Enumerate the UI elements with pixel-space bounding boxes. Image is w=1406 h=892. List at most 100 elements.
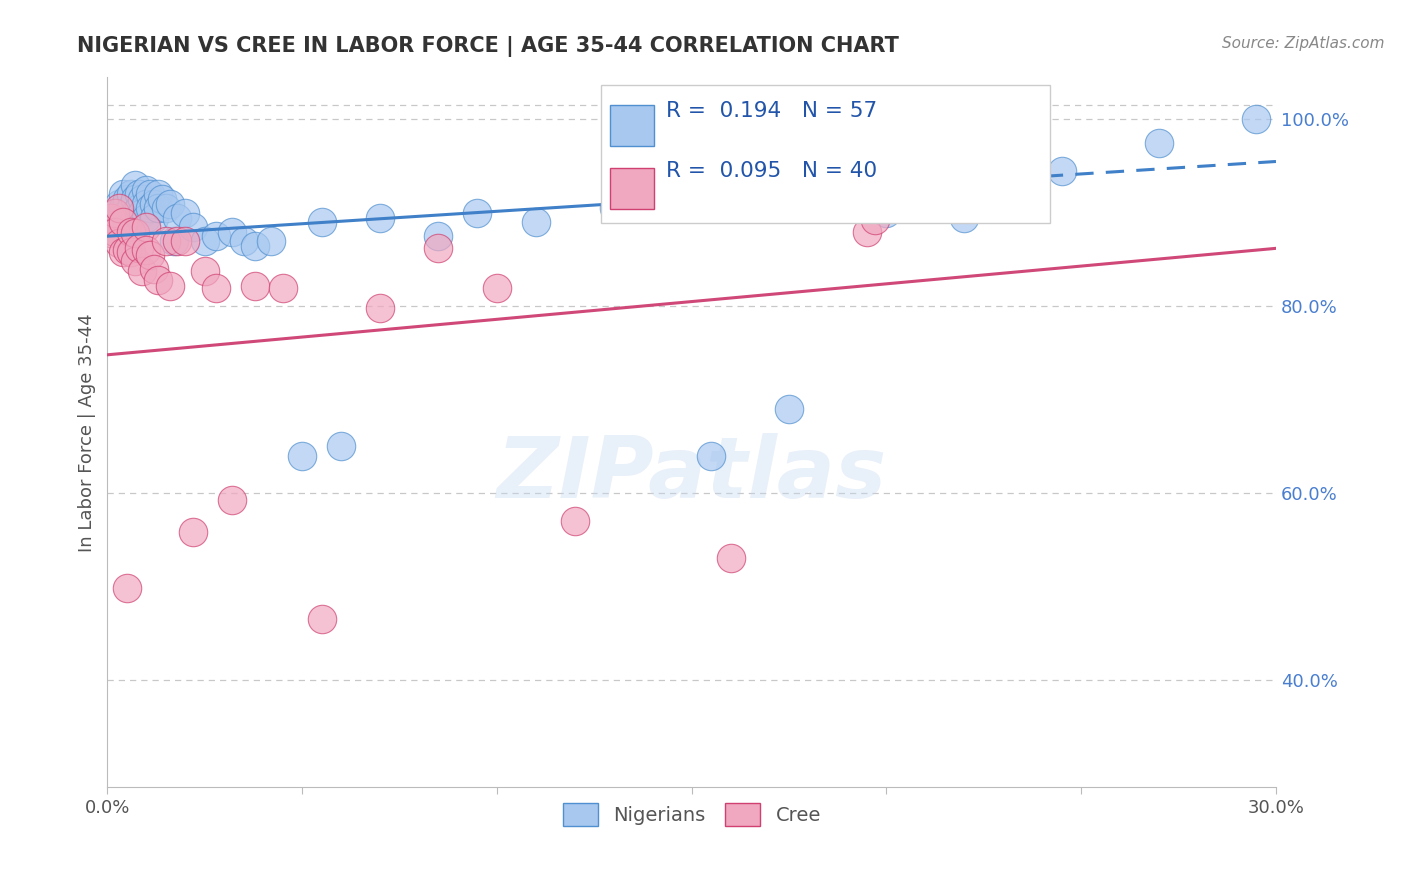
Point — [124, 206, 146, 220]
Point — [115, 206, 138, 220]
Point — [143, 211, 166, 225]
Point — [953, 211, 976, 225]
Point — [131, 264, 153, 278]
Point — [205, 280, 228, 294]
Point — [181, 219, 204, 234]
Point — [174, 234, 197, 248]
Point — [146, 201, 169, 215]
Point — [131, 192, 153, 206]
Point — [205, 229, 228, 244]
Point — [104, 225, 127, 239]
Point — [427, 241, 450, 255]
Text: ZIPatlas: ZIPatlas — [496, 434, 887, 516]
Point — [700, 449, 723, 463]
Point — [108, 201, 131, 215]
Point — [427, 229, 450, 244]
Point — [155, 234, 177, 248]
Point — [485, 280, 508, 294]
Point — [875, 206, 897, 220]
Point — [603, 201, 626, 215]
Point — [135, 196, 157, 211]
Point — [221, 225, 243, 239]
Point — [368, 301, 391, 315]
Point — [159, 196, 181, 211]
Point — [104, 215, 127, 229]
Point — [221, 493, 243, 508]
Point — [108, 196, 131, 211]
Point — [124, 254, 146, 268]
Text: NIGERIAN VS CREE IN LABOR FORCE | AGE 35-44 CORRELATION CHART: NIGERIAN VS CREE IN LABOR FORCE | AGE 35… — [77, 36, 900, 57]
Point — [159, 278, 181, 293]
Point — [104, 206, 127, 220]
Point — [467, 206, 489, 220]
Point — [135, 182, 157, 196]
Point — [166, 211, 188, 225]
Point — [111, 187, 134, 202]
FancyBboxPatch shape — [610, 105, 654, 146]
Point — [181, 525, 204, 540]
Text: R =  0.194   N = 57: R = 0.194 N = 57 — [666, 101, 877, 120]
Point — [143, 196, 166, 211]
Point — [135, 219, 157, 234]
Point — [146, 187, 169, 202]
Point — [139, 201, 162, 215]
Point — [100, 211, 122, 225]
Text: Source: ZipAtlas.com: Source: ZipAtlas.com — [1222, 36, 1385, 51]
Point — [311, 612, 333, 626]
Point — [1147, 136, 1170, 150]
Point — [194, 264, 217, 278]
Point — [111, 217, 134, 231]
Point — [166, 234, 188, 248]
Point — [111, 201, 134, 215]
Point — [1050, 164, 1073, 178]
Point — [155, 201, 177, 215]
Point — [124, 178, 146, 192]
Point — [120, 187, 142, 202]
Point — [174, 206, 197, 220]
Point — [194, 234, 217, 248]
Point — [143, 261, 166, 276]
Point — [135, 211, 157, 225]
Point — [245, 278, 267, 293]
Point — [368, 211, 391, 225]
Point — [124, 227, 146, 241]
Point — [291, 449, 314, 463]
Point — [1246, 112, 1268, 127]
Point — [150, 192, 173, 206]
Point — [128, 201, 150, 215]
Text: R =  0.095   N = 40: R = 0.095 N = 40 — [666, 161, 877, 181]
Point — [863, 213, 886, 227]
Point — [232, 234, 254, 248]
Point — [524, 215, 547, 229]
Point — [271, 280, 294, 294]
Point — [115, 243, 138, 257]
Y-axis label: In Labor Force | Age 35-44: In Labor Force | Age 35-44 — [79, 313, 96, 551]
Point — [115, 219, 138, 234]
Point — [146, 273, 169, 287]
Point — [111, 215, 134, 229]
Point — [120, 245, 142, 260]
Point — [260, 234, 283, 248]
Point — [131, 206, 153, 220]
Point — [162, 234, 184, 248]
Point — [104, 206, 127, 220]
Point — [330, 439, 353, 453]
Point — [104, 225, 127, 239]
Point — [128, 241, 150, 255]
Point — [856, 225, 879, 239]
FancyBboxPatch shape — [610, 168, 654, 209]
Point — [311, 215, 333, 229]
Point — [128, 187, 150, 202]
Point — [111, 245, 134, 260]
Point — [564, 514, 586, 528]
Point — [124, 192, 146, 206]
Point — [115, 192, 138, 206]
FancyBboxPatch shape — [600, 85, 1050, 223]
Point — [135, 243, 157, 257]
Point — [115, 581, 138, 595]
Legend: Nigerians, Cree: Nigerians, Cree — [555, 795, 828, 834]
Point — [139, 248, 162, 262]
Point — [100, 227, 122, 241]
Point — [778, 401, 800, 416]
Point — [720, 551, 742, 566]
